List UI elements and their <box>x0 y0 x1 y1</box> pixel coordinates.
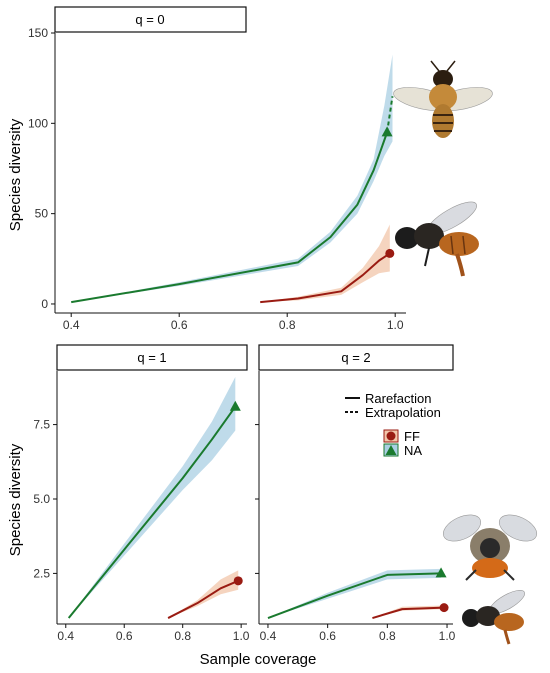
rarefaction-line-ff <box>260 252 391 304</box>
x-tick-label: 0.8 <box>174 629 191 643</box>
panel-q2: 0.4 0.6 0.8 1.0 <box>255 371 456 643</box>
x-tick-label: 1.0 <box>439 629 456 643</box>
panel-title-q2: q = 2 <box>341 350 370 365</box>
x-tick-label: 1.0 <box>387 318 404 332</box>
y-tick-label: 150 <box>28 26 48 40</box>
confidence-ribbon-ff <box>260 224 390 303</box>
bee-illustration-na <box>393 60 493 138</box>
rarefaction-line-na <box>267 572 442 619</box>
panel-title-q0: q = 0 <box>135 12 164 27</box>
x-axis-title: Sample coverage <box>200 651 317 668</box>
x-tick-label: 0.4 <box>63 318 80 332</box>
rarefaction-line-ff <box>167 579 239 619</box>
y-tick-label: 5.0 <box>33 492 50 506</box>
confidence-ribbon-na <box>71 54 393 303</box>
confidence-ribbon-na <box>267 568 442 619</box>
y-tick-label: 2.5 <box>33 566 50 580</box>
x-tick-label: 0.4 <box>57 629 74 643</box>
observed-point-na <box>381 126 393 137</box>
panel-strip-q0: q = 0 <box>54 6 247 33</box>
x-tick-label: 1.0 <box>233 629 250 643</box>
confidence-ribbon-na <box>68 376 236 619</box>
y-tick-label: 100 <box>28 116 48 130</box>
x-tick-label: 0.6 <box>171 318 188 332</box>
observed-point-ff <box>385 248 395 258</box>
legend: Rarefaction Extrapolation FF NA <box>345 391 441 458</box>
rarefaction-line-na <box>71 132 389 304</box>
x-tick-label: 0.8 <box>279 318 296 332</box>
observed-point-na <box>229 400 241 411</box>
panel-strip-q2: q = 2 <box>258 344 454 371</box>
legend-rarefaction-label: Rarefaction <box>365 391 431 406</box>
x-tick-label: 0.4 <box>260 629 277 643</box>
panel-title-q1: q = 1 <box>137 350 166 365</box>
observed-point-na <box>435 567 447 578</box>
x-tick-label: 0.6 <box>319 629 336 643</box>
x-tick-label: 0.6 <box>116 629 133 643</box>
panel-q0: 0.4 0.6 0.8 1.0 0 50 100 150 <box>28 26 406 332</box>
legend-extrapolation-label: Extrapolation <box>365 405 441 420</box>
y-tick-label: 7.5 <box>33 418 50 432</box>
extrapolation-line-na <box>386 96 394 133</box>
y-axis-title-q1: Species diversity <box>7 443 24 556</box>
confidence-ribbon-ff <box>168 570 239 619</box>
panel-q1: 0.4 0.6 0.8 1.0 2.5 5.0 7.5 <box>33 371 250 643</box>
legend-ff-label: FF <box>404 429 420 444</box>
y-tick-label: 0 <box>41 297 48 311</box>
rarefaction-line-na <box>67 406 237 619</box>
panel-strip-q1: q = 1 <box>56 344 248 371</box>
bee-illustration-na-small <box>442 514 538 581</box>
legend-ff-marker <box>386 431 396 441</box>
legend-na-marker <box>385 445 397 455</box>
bee-illustration-ff-small <box>462 590 525 645</box>
y-axis-title-q0: Species diversity <box>7 118 24 231</box>
bee-illustration-ff <box>395 201 479 277</box>
observed-point-ff <box>233 576 243 586</box>
rarefaction-line-ff <box>372 606 445 620</box>
x-tick-label: 0.8 <box>379 629 396 643</box>
observed-point-ff <box>439 603 449 613</box>
legend-na-label: NA <box>404 443 422 458</box>
y-tick-label: 50 <box>35 207 49 221</box>
